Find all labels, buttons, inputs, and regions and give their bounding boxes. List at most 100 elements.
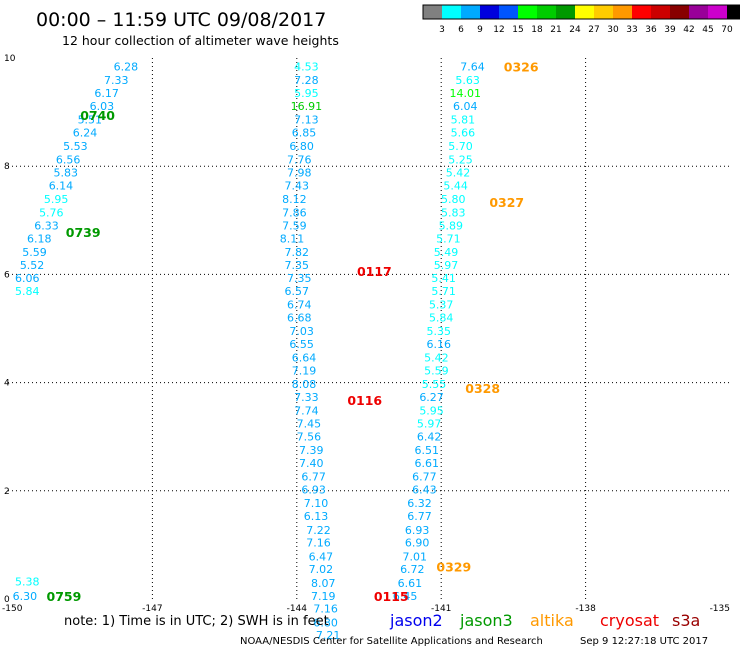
legend-frame — [422, 4, 740, 20]
pass-time-label: 0327 — [489, 195, 524, 210]
wave-height-label: 6.42 — [417, 431, 442, 444]
footer-note: note: 1) Time is in UTC; 2) SWH is in fe… — [64, 614, 329, 629]
y-tick-label: 4 — [4, 379, 10, 389]
wave-height-label: 6.13 — [304, 510, 329, 523]
wave-height-label: 6.17 — [94, 87, 119, 100]
pass-time-label: 0115 — [374, 589, 409, 604]
x-tick-label: -138 — [575, 604, 596, 614]
wave-height-label: 5.42 — [424, 352, 449, 365]
x-tick-label: -144 — [287, 604, 308, 614]
wave-height-label: 5.70 — [448, 140, 473, 153]
y-tick-label: 10 — [4, 54, 16, 64]
wave-height-label: 5.95 — [294, 87, 319, 100]
pass-time-label: 0117 — [357, 264, 392, 279]
wave-height-label: 5.25 — [448, 154, 473, 167]
legend-label: 70 — [721, 25, 733, 35]
wave-height-label: 7.59 — [282, 220, 307, 233]
x-tick-label: -150 — [2, 604, 23, 614]
legend-label: 18 — [531, 25, 543, 35]
pass-time-labels: 0740 0739 0759 0117 0116 0115 0326 0327 0328 0329 — [47, 60, 539, 604]
wave-height-label: 6.68 — [287, 312, 312, 325]
wave-height-label: 6.80 — [289, 140, 314, 153]
chart-title: 00:00 – 11:59 UTC 09/08/2017 — [36, 9, 326, 31]
y-tick-label: 6 — [4, 270, 10, 280]
wave-height-label: 6.57 — [285, 285, 310, 298]
legend-swatch — [556, 5, 575, 19]
wave-height-label: 5.55 — [422, 378, 447, 391]
wave-height-label: 8.08 — [292, 378, 317, 391]
wave-height-label: 6.77 — [407, 510, 432, 523]
wave-height-label: 7.13 — [294, 114, 319, 127]
legend-swatch — [613, 5, 632, 19]
wave-height-label: 6.77 — [301, 471, 326, 484]
wave-height-label: 6.80 — [313, 616, 338, 629]
wave-height-label: 6.51 — [415, 444, 440, 457]
legend-swatch — [518, 5, 537, 19]
legend-label: 39 — [664, 25, 676, 35]
wave-height-label: 6.74 — [287, 299, 312, 312]
wave-height-label: 7.43 — [285, 180, 310, 193]
wave-height-label: 6.72 — [400, 563, 425, 576]
legend-label: 15 — [512, 25, 523, 35]
wave-height-label: 6.56 — [56, 154, 81, 167]
wave-height-label: 5.59 — [424, 365, 449, 378]
footer-credit: NOAA/NESDIS Center for Satellite Applica… — [240, 636, 543, 647]
wave-height-label: 8.07 — [311, 577, 336, 590]
legend-label: 6 — [458, 25, 464, 35]
wave-height-label: 5.97 — [434, 259, 459, 272]
pass-time-label: 0740 — [80, 108, 115, 123]
wave-height-label: 7.02 — [309, 563, 334, 576]
wave-height-label: 16.91 — [291, 100, 323, 113]
satellite-name-jason2: jason2 — [389, 611, 443, 630]
wave-height-label: 5.49 — [434, 246, 459, 259]
wave-height-label: 8.11 — [280, 233, 305, 246]
x-tick-label: -135 — [710, 604, 730, 614]
wave-height-label: 7.16 — [306, 537, 331, 550]
y-tick-label: 0 — [4, 595, 10, 605]
wave-height-label: 6.33 — [34, 220, 59, 233]
wave-height-label: 5.84 — [429, 312, 454, 325]
legend-label: 33 — [626, 25, 637, 35]
wave-height-label: 5.66 — [451, 127, 476, 140]
wave-height-label: 7.86 — [282, 207, 307, 220]
wave-height-label: 7.28 — [294, 74, 319, 87]
wave-height-label: 6.43 — [412, 484, 437, 497]
legend-label: 21 — [550, 25, 561, 35]
x-tick-label: -147 — [142, 604, 162, 614]
wave-height-label: 6.77 — [412, 471, 437, 484]
wave-height-label: 6.28 — [114, 61, 139, 74]
legend-swatch — [537, 5, 556, 19]
x-tick-labels: -150 -147 -144 -141 -138 -135 — [2, 604, 730, 614]
wave-height-label: 14.01 — [450, 87, 482, 100]
wave-height-label: 5.81 — [451, 114, 476, 127]
legend-swatch — [480, 5, 499, 19]
wave-height-label: 6.90 — [405, 537, 430, 550]
legend-label: 3 — [439, 25, 445, 35]
wave-height-label: 6.45 — [393, 590, 418, 603]
wave-height-label: 7.98 — [287, 167, 312, 180]
wave-height-label: 6.04 — [453, 100, 478, 113]
pass-time-label: 0326 — [504, 60, 539, 75]
y-tick-label: 2 — [4, 487, 10, 497]
wave-height-label: 5.71 — [436, 233, 461, 246]
wave-height-label: 8.12 — [282, 193, 307, 206]
wave-height-label: 7.74 — [294, 405, 319, 418]
legend-label: 45 — [702, 25, 713, 35]
wave-height-label: 5.76 — [39, 207, 64, 220]
satellite-name-jason3: jason3 — [459, 611, 513, 630]
plot-grid — [8, 58, 730, 599]
legend-label: 27 — [588, 25, 599, 35]
wave-height-label: 5.42 — [446, 167, 471, 180]
wave-height-label: 5.89 — [439, 220, 464, 233]
wave-height-label: 6.61 — [415, 457, 440, 470]
wave-height-label: 7.40 — [299, 457, 324, 470]
legend-swatch — [727, 5, 740, 19]
satellite-name-s3a: s3a — [672, 611, 700, 630]
wave-height-label: 5.53 — [63, 140, 88, 153]
wave-height-label: 7.39 — [299, 444, 324, 457]
legend-label: 12 — [493, 25, 504, 35]
wave-height-label: 7.45 — [297, 418, 322, 431]
chart-subtitle: 12 hour collection of altimeter wave hei… — [62, 33, 339, 48]
wave-height-label: 6.32 — [407, 497, 432, 510]
